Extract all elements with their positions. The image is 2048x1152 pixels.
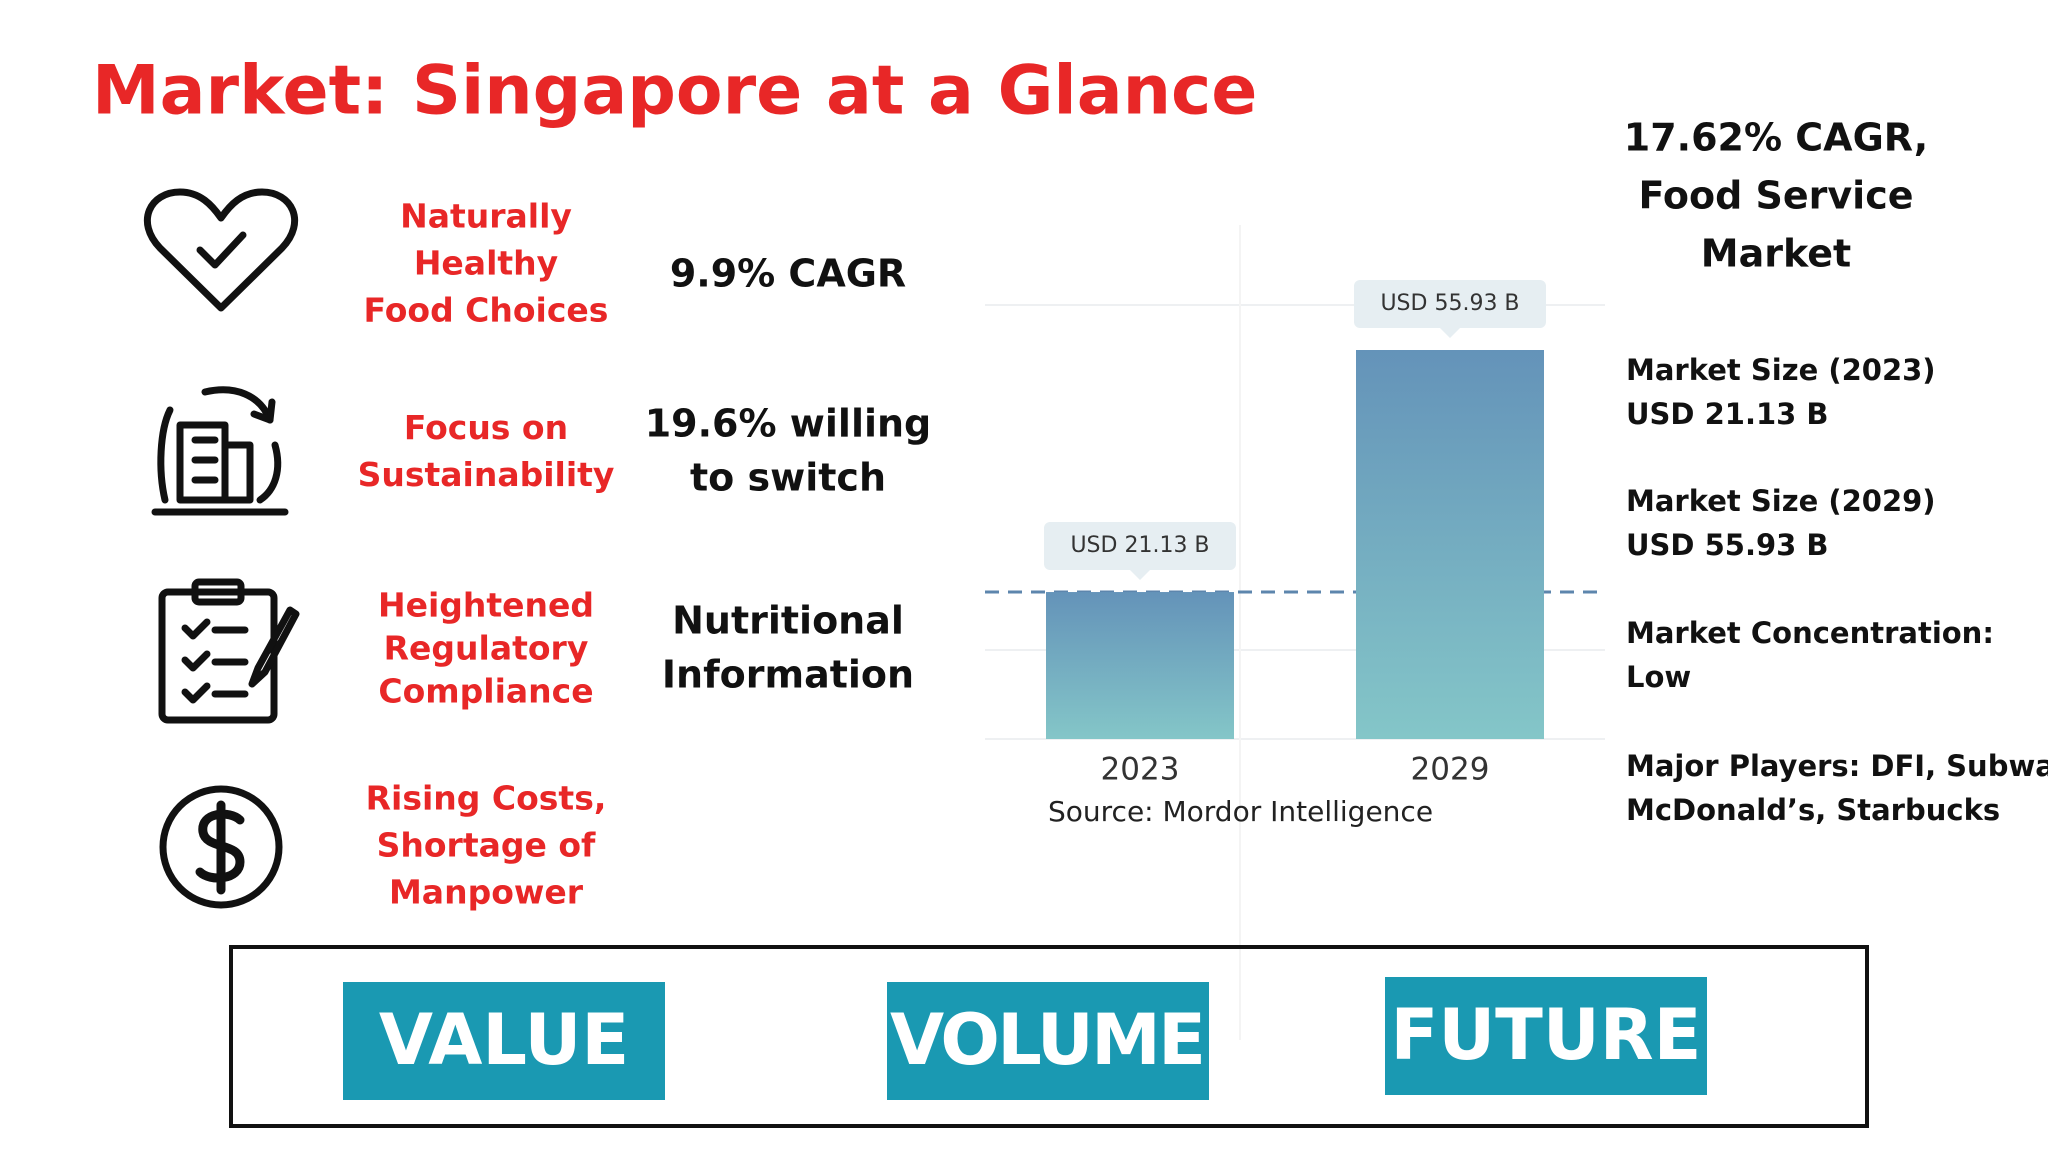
value-label-pointer — [1440, 328, 1460, 338]
summary-fact: Market Concentration: — [1626, 616, 1994, 650]
button-background — [1385, 977, 1707, 1095]
summary-fact: USD 55.93 B — [1626, 528, 1829, 562]
clipboard-icon — [158, 578, 300, 724]
feature-label: Shortage of — [377, 826, 596, 865]
summary-fact: Market Size (2023) — [1626, 353, 1936, 387]
bar — [1356, 350, 1544, 739]
feature-stat: 19.6% willing — [645, 402, 932, 446]
feature-stat: Nutritional — [672, 599, 904, 643]
value-label: USD 55.93 B — [1380, 291, 1519, 316]
summary-headline: Market — [1701, 232, 1851, 276]
option-button[interactable]: VOLUME — [887, 982, 1209, 1100]
feature-label: Rising Costs, — [366, 779, 607, 818]
summary-fact: USD 21.13 B — [1626, 397, 1829, 431]
button-label: VOLUME — [890, 999, 1206, 1081]
option-button[interactable]: FUTURE — [1385, 977, 1707, 1095]
summary-fact: Major Players: DFI, Subway, — [1626, 749, 2048, 783]
value-label-box — [1354, 280, 1546, 328]
dollar-icon — [159, 785, 283, 909]
feature-stat: to switch — [690, 456, 886, 500]
feature-stat: Information — [662, 653, 914, 697]
x-tick-label: 2023 — [1101, 752, 1180, 788]
feature-label: Sustainability — [358, 455, 615, 494]
building-icon — [151, 386, 289, 516]
feature-stat: 9.9% CAGR — [670, 252, 906, 296]
feature-label: Heightened — [378, 586, 594, 625]
chart-source: Source: Mordor Intelligence — [1048, 795, 1433, 828]
value-label-pointer — [1130, 570, 1150, 581]
summary-headline: Food Service — [1638, 174, 1913, 218]
feature-label: Food Choices — [364, 291, 609, 330]
feature-label: Naturally — [400, 197, 572, 236]
feature-label: Regulatory — [384, 629, 589, 668]
options-box — [229, 945, 1869, 1128]
button-label: VALUE — [379, 999, 629, 1081]
title: Market: Singapore at a Glance — [92, 52, 1257, 131]
x-tick-label: 2029 — [1411, 752, 1490, 788]
value-label: USD 21.13 B — [1070, 533, 1209, 558]
bar — [1046, 592, 1234, 739]
feature-label: Compliance — [378, 672, 593, 711]
option-button[interactable]: VALUE — [343, 982, 665, 1100]
button-label: FUTURE — [1391, 994, 1702, 1076]
summary-fact: Market Size (2029) — [1626, 484, 1936, 518]
button-background — [343, 982, 665, 1100]
feature-label: Focus on — [404, 408, 568, 447]
summary-headline: 17.62% CAGR, — [1624, 116, 1928, 160]
value-label-box — [1044, 522, 1236, 571]
feature-label: Manpower — [389, 873, 584, 912]
feature-label: Healthy — [414, 244, 558, 283]
heart-icon — [144, 188, 298, 312]
summary-fact: McDonald’s, Starbucks — [1626, 793, 2000, 827]
button-background — [887, 982, 1209, 1100]
summary-fact: Low — [1626, 660, 1691, 694]
